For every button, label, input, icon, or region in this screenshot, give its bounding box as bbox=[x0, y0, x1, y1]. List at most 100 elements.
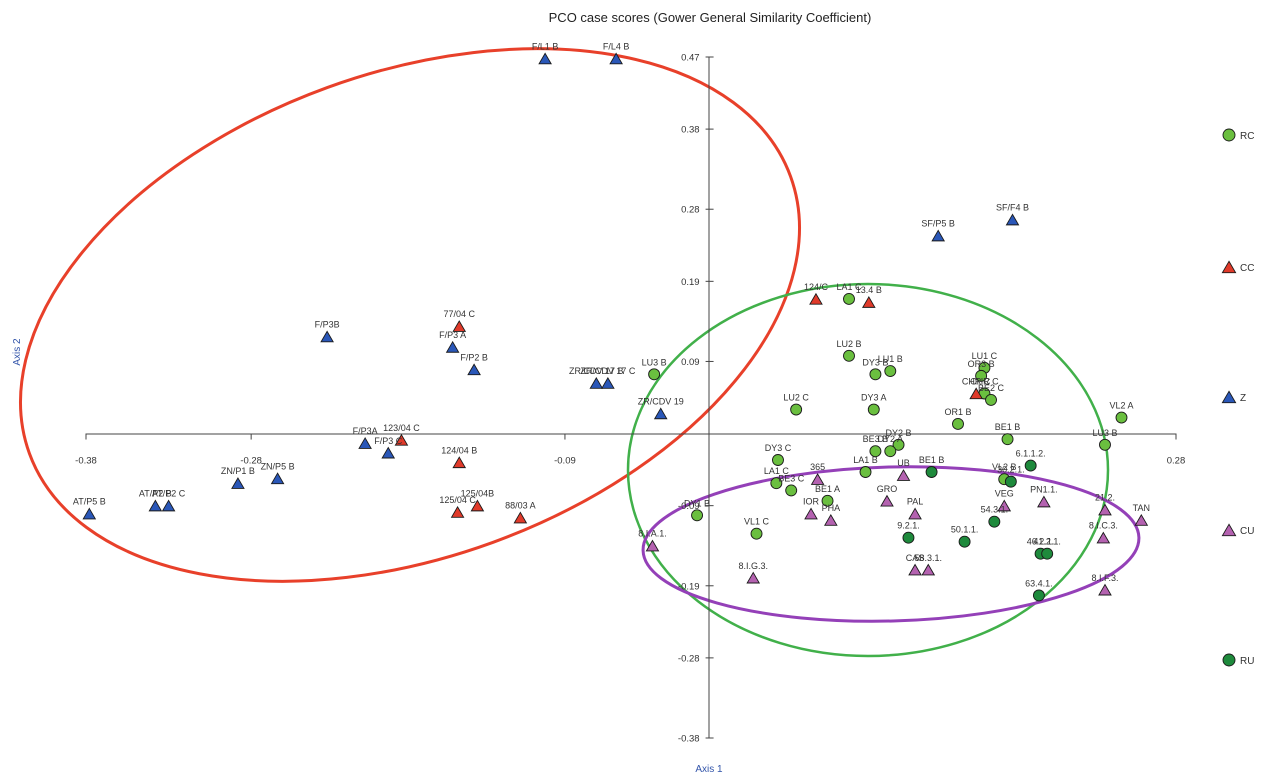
point-label: AT/P5 B bbox=[73, 497, 106, 507]
point-label: LU2 C bbox=[783, 393, 809, 403]
point-label: PN1.1. bbox=[1030, 485, 1058, 495]
point-label: OR1 B bbox=[944, 407, 971, 417]
point-rc bbox=[843, 293, 855, 305]
point-cu bbox=[804, 507, 818, 520]
point-ru bbox=[988, 515, 1001, 528]
point-rc bbox=[867, 403, 880, 416]
point-cu bbox=[1037, 495, 1051, 508]
point-z bbox=[538, 52, 552, 65]
chart-title: PCO case scores (Gower General Similarit… bbox=[549, 10, 872, 25]
point-label: PAL bbox=[907, 497, 923, 507]
point-cc bbox=[450, 505, 465, 518]
point-z bbox=[320, 330, 334, 343]
point-label: F/P3A bbox=[353, 426, 378, 436]
point-z bbox=[82, 507, 97, 520]
point-label: LA1 C bbox=[836, 282, 862, 292]
point-label: 8.I.A.1. bbox=[638, 529, 667, 539]
legend-marker-z bbox=[1221, 390, 1237, 404]
point-label: UB bbox=[897, 458, 910, 468]
point-label: 88/03 A bbox=[505, 501, 536, 511]
point-ru bbox=[925, 466, 938, 478]
point-rc bbox=[859, 466, 872, 478]
point-label: 8.I.F.3. bbox=[1091, 573, 1118, 583]
point-label: VEG bbox=[995, 489, 1014, 499]
y-tick-label: 0.47 bbox=[681, 53, 700, 64]
point-rc bbox=[1001, 433, 1014, 446]
point-label: CHR C bbox=[970, 376, 999, 386]
point-rc bbox=[648, 368, 661, 381]
point-cu bbox=[645, 539, 660, 552]
point-label: 41.2.1. bbox=[1033, 537, 1061, 547]
enclosing-ellipses bbox=[19, 47, 1141, 658]
point-rc bbox=[843, 349, 855, 362]
point-ru bbox=[1024, 459, 1037, 472]
point-label: 125/04B bbox=[461, 489, 495, 499]
point-cu bbox=[908, 507, 922, 520]
point-label: 9.2.1. bbox=[897, 521, 920, 531]
point-rc bbox=[821, 494, 834, 507]
point-cc bbox=[452, 456, 467, 469]
point-label: ZN/P1 B bbox=[221, 466, 255, 476]
point-z bbox=[148, 499, 163, 512]
cluster-ellipse-red bbox=[19, 47, 801, 583]
point-ru bbox=[1004, 475, 1017, 488]
y-axis-title: Axis 2 bbox=[12, 338, 23, 366]
point-label: AT/P2 B bbox=[139, 489, 172, 499]
point-label: CHR C bbox=[962, 376, 991, 386]
axis-ticks: -0.38 -0.28 -0.09 0.28 0.47 0.38 0.28 0.19 0.09 -… bbox=[75, 53, 1185, 745]
point-rc bbox=[975, 369, 988, 382]
point-label: 365 bbox=[810, 462, 825, 472]
point-label: BE1 B bbox=[995, 422, 1021, 432]
point-label: LU2 B bbox=[836, 339, 861, 349]
point-rc bbox=[1115, 411, 1128, 424]
point-rc bbox=[770, 477, 783, 490]
point-rc bbox=[691, 509, 704, 522]
y-tick-label: -0.09 bbox=[678, 501, 700, 512]
point-cu bbox=[880, 494, 894, 507]
point-cu bbox=[824, 513, 838, 526]
point-label: VL1 C bbox=[744, 517, 770, 527]
point-rc bbox=[884, 445, 897, 458]
point-z bbox=[589, 376, 604, 389]
point-cc bbox=[513, 511, 528, 524]
point-cu bbox=[921, 563, 936, 576]
point-rc bbox=[790, 403, 803, 416]
point-label: 54.3.1. bbox=[981, 505, 1009, 515]
point-label: LU3 B bbox=[642, 357, 667, 367]
legend-label-cu: CU bbox=[1240, 526, 1254, 537]
point-rc bbox=[952, 417, 964, 430]
y-tick-label: 0.38 bbox=[681, 125, 700, 136]
point-cc bbox=[470, 499, 485, 512]
point-label: DY3 C bbox=[765, 443, 792, 453]
legend-marker-rc bbox=[1222, 128, 1236, 142]
point-cc bbox=[861, 296, 876, 308]
point-label: F/P3 C bbox=[374, 436, 403, 446]
point-cu bbox=[1096, 531, 1111, 544]
point-label: LA1 B bbox=[853, 455, 878, 465]
point-rc bbox=[985, 393, 997, 406]
point-label: 77/04 C bbox=[443, 309, 475, 319]
point-label: CAS bbox=[906, 553, 925, 563]
point-rc bbox=[1099, 438, 1111, 451]
point-rc bbox=[884, 365, 897, 378]
point-cc bbox=[809, 292, 823, 305]
point-label: LU3 B bbox=[1092, 428, 1117, 438]
point-cu bbox=[1098, 503, 1112, 516]
point-z bbox=[381, 446, 396, 459]
point-z bbox=[653, 407, 668, 420]
point-cu bbox=[997, 499, 1012, 512]
point-z bbox=[358, 437, 372, 449]
point-label: 124/C bbox=[804, 282, 829, 292]
point-ru bbox=[1041, 547, 1054, 560]
point-label: ZR/CDV 17 B bbox=[569, 366, 624, 376]
point-label: 30.2.1. bbox=[997, 465, 1025, 475]
y-tick-label: -0.28 bbox=[678, 653, 700, 664]
point-rc bbox=[892, 438, 905, 451]
point-z bbox=[467, 363, 481, 376]
point-label: F/P2 B bbox=[460, 352, 488, 362]
point-label: ZR/CDV 17 C bbox=[580, 366, 636, 376]
point-label: 125/04 C bbox=[439, 495, 476, 505]
point-cu bbox=[908, 563, 922, 576]
point-label: 8.I.C.3. bbox=[1089, 521, 1118, 531]
